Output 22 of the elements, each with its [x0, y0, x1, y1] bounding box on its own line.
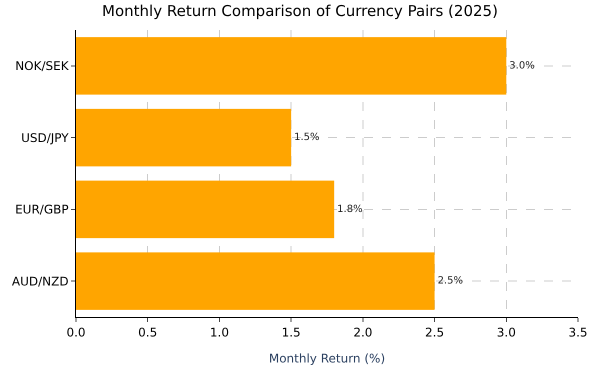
y-tick-label: EUR/GBP	[15, 202, 69, 217]
x-tick-label: 2.0	[353, 325, 372, 340]
chart-title: Monthly Return Comparison of Currency Pairs (2025)	[102, 2, 498, 20]
y-tick-label: AUD/NZD	[12, 274, 69, 288]
x-tick-label: 1.0	[210, 325, 229, 340]
bar	[76, 37, 506, 95]
x-tick-label: 1.5	[282, 325, 301, 340]
data-label: 3.0%	[509, 60, 535, 72]
data-label: 1.5%	[294, 132, 320, 144]
data-label: 1.8%	[337, 204, 363, 215]
x-tick-label: 3.5	[568, 325, 588, 340]
bar	[76, 180, 334, 238]
x-axis-title: Monthly Return (%)	[268, 351, 386, 366]
y-tick-label: NOK/SEK	[15, 59, 70, 74]
data-label: 2.5%	[438, 276, 463, 287]
x-tick-label: 0.5	[138, 325, 158, 340]
x-tick-label: 3.0	[496, 325, 516, 340]
bar	[76, 252, 435, 310]
bar	[76, 108, 292, 166]
x-tick-label: 2.5	[425, 325, 444, 340]
y-tick-label: USD/JPY	[21, 130, 70, 145]
x-tick-label: 0.0	[66, 325, 86, 340]
